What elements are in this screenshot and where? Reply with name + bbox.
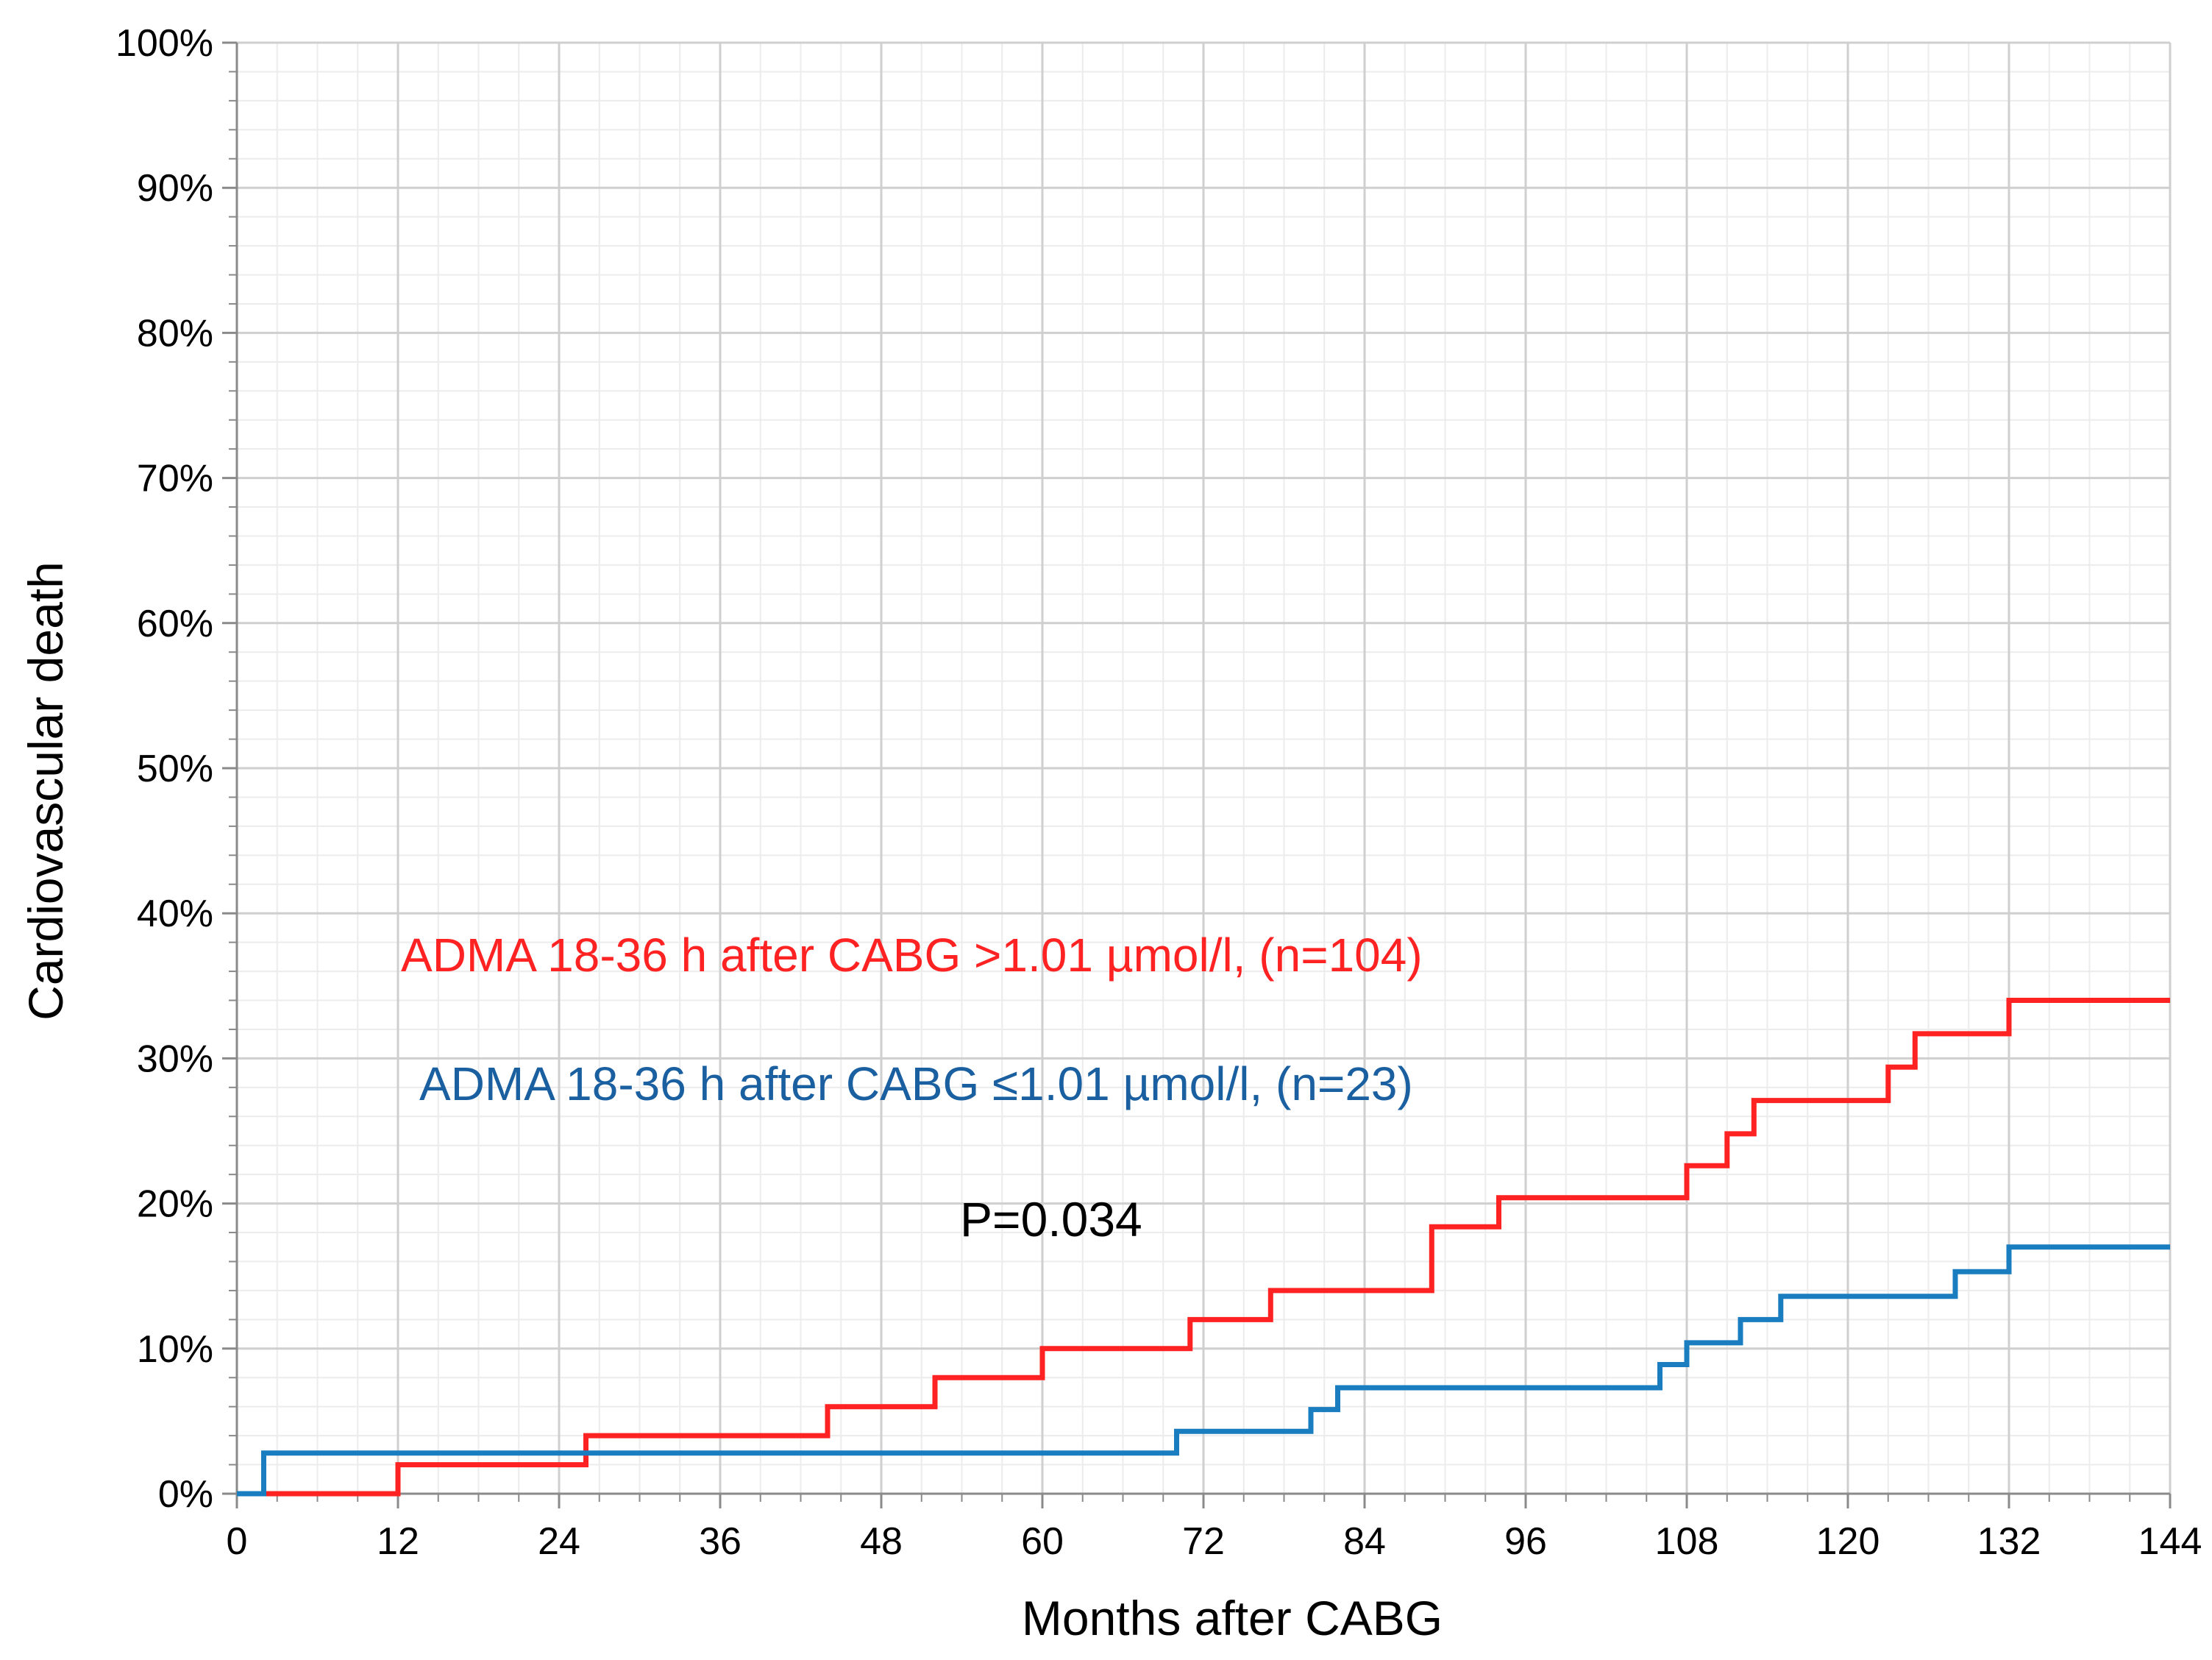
x-tick-label: 84 <box>1343 1520 1386 1563</box>
y-tick-label: 30% <box>137 1038 213 1080</box>
y-tick-label: 20% <box>137 1183 213 1226</box>
x-tick-label: 0 <box>227 1520 248 1563</box>
x-tick-label: 36 <box>699 1520 742 1563</box>
x-tick-label: 48 <box>860 1520 903 1563</box>
legend-entry-low-adma: ADMA 18-36 h after CABG ≤1.01 µmol/l, (n… <box>419 1057 1413 1110</box>
x-axis-title: Months after CABG <box>1022 1591 1443 1645</box>
x-tick-label: 12 <box>377 1520 419 1563</box>
p-value-annotation: P=0.034 <box>960 1192 1142 1246</box>
x-tick-label: 72 <box>1182 1520 1225 1563</box>
y-tick-label: 60% <box>137 603 213 645</box>
x-tick-label: 132 <box>1977 1520 2041 1563</box>
y-tick-label: 50% <box>137 748 213 790</box>
y-tick-label: 10% <box>137 1328 213 1371</box>
series-line-high-adma <box>237 998 2170 1497</box>
y-tick-label: 90% <box>137 167 213 210</box>
x-tick-label: 120 <box>1816 1520 1880 1563</box>
y-tick-label: 100% <box>115 22 213 65</box>
x-tick-label: 96 <box>1504 1520 1547 1563</box>
y-tick-label: 80% <box>137 312 213 355</box>
axes <box>235 43 2170 1495</box>
y-tick-label: 40% <box>137 893 213 935</box>
y-tick-label: 70% <box>137 458 213 500</box>
x-tick-label: 60 <box>1021 1520 1064 1563</box>
x-tick-labels: 0 12 24 36 48 60 72 84 96 108 120 132 144 <box>227 1520 2202 1563</box>
axis-ticks <box>222 41 2172 1508</box>
x-tick-label: 24 <box>538 1520 580 1563</box>
y-axis-title: Cardiovascular death <box>18 561 73 1021</box>
y-tick-label: 0% <box>158 1473 213 1516</box>
x-tick-label: 144 <box>2138 1520 2202 1563</box>
major-grid <box>237 41 2172 1494</box>
legend-entry-high-adma: ADMA 18-36 h after CABG >1.01 µmol/l, (n… <box>401 929 1423 982</box>
x-tick-label: 108 <box>1655 1520 1719 1563</box>
series-line-low-adma <box>237 1244 2170 1497</box>
y-tick-labels: 0% 10% 20% 30% 40% 50% 60% 70% 80% 90% 100% <box>115 22 213 1516</box>
series-layer <box>237 998 2170 1497</box>
